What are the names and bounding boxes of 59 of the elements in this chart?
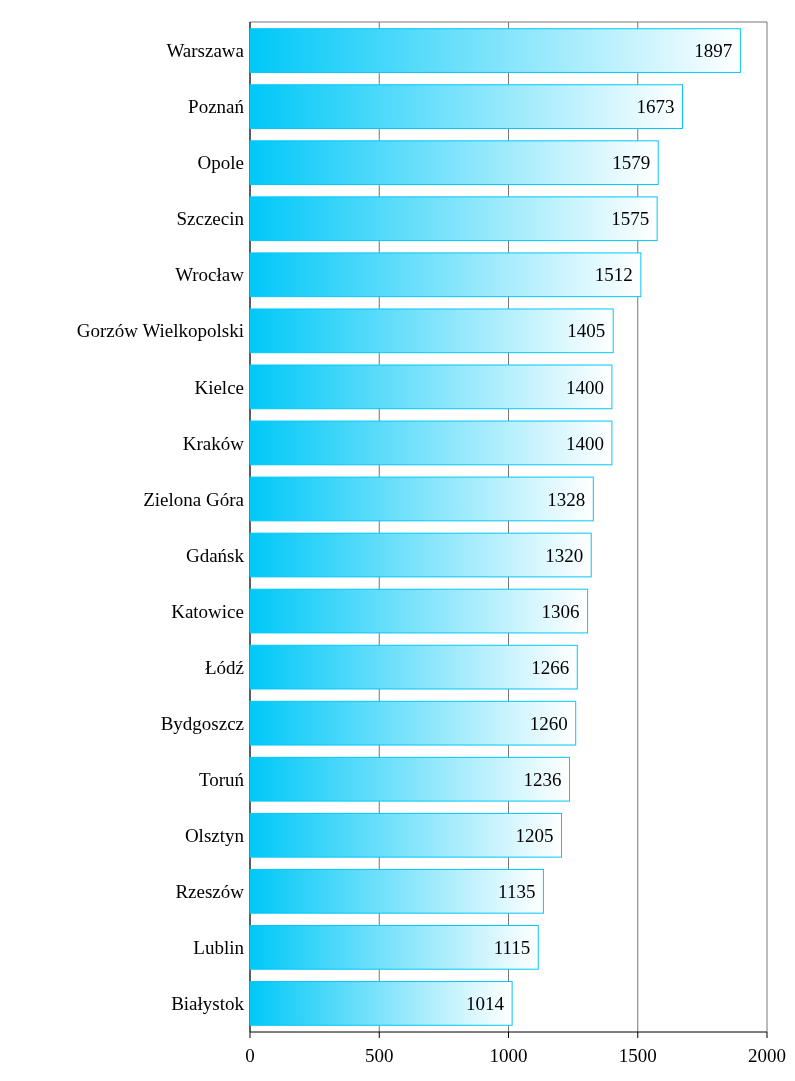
bar bbox=[249, 812, 562, 858]
bar bbox=[249, 196, 658, 242]
data-label: 1014 bbox=[466, 993, 505, 1015]
data-label: 1897 bbox=[694, 40, 733, 62]
bar bbox=[249, 476, 594, 522]
y-tick-label: Toruń bbox=[198, 768, 245, 790]
y-tick-label: Kraków bbox=[182, 432, 245, 454]
data-label: 1328 bbox=[547, 488, 586, 510]
bar bbox=[249, 981, 513, 1026]
bar bbox=[249, 644, 578, 690]
y-tick-label: Gorzów Wielkopolski bbox=[76, 320, 244, 342]
bar bbox=[249, 28, 741, 73]
bar bbox=[249, 700, 577, 746]
y-tick-label: Wrocław bbox=[175, 264, 245, 286]
bar bbox=[249, 420, 613, 466]
x-tick-label: 0 bbox=[245, 1045, 255, 1066]
x-tick-label: 1500 bbox=[618, 1045, 657, 1066]
x-tick-label: 1000 bbox=[489, 1045, 528, 1066]
y-tick-label: Zielona Góra bbox=[143, 488, 245, 510]
data-label: 1266 bbox=[531, 656, 570, 678]
y-tick-label: Katowice bbox=[171, 600, 244, 622]
data-label: 1306 bbox=[541, 600, 580, 622]
data-label: 1575 bbox=[611, 208, 650, 230]
y-tick-label: Rzeszów bbox=[175, 880, 245, 902]
data-label: 1400 bbox=[565, 432, 604, 454]
bar bbox=[249, 252, 642, 298]
bar bbox=[249, 588, 589, 634]
y-tick-label: Olsztyn bbox=[184, 824, 245, 846]
y-tick-label: Poznań bbox=[188, 96, 245, 118]
bar bbox=[249, 364, 613, 410]
data-label: 1135 bbox=[498, 880, 536, 902]
y-tick-label: Lublin bbox=[193, 937, 245, 959]
data-label: 1512 bbox=[594, 264, 633, 286]
y-tick-label: Opole bbox=[197, 152, 244, 174]
bar bbox=[249, 308, 614, 354]
bar bbox=[249, 756, 571, 802]
y-tick-label: Gdańsk bbox=[185, 544, 245, 566]
x-tick-label: 500 bbox=[365, 1045, 394, 1066]
bar bbox=[249, 925, 539, 970]
data-label: 1320 bbox=[545, 544, 584, 566]
y-tick-label: Warszawa bbox=[166, 40, 245, 62]
data-label: 1260 bbox=[529, 712, 568, 734]
bar bbox=[249, 532, 592, 578]
y-tick-label: Białystok bbox=[171, 993, 245, 1015]
data-label: 1115 bbox=[493, 937, 531, 959]
data-label: 1205 bbox=[515, 824, 554, 846]
y-tick-label: Bydgoszcz bbox=[160, 712, 244, 734]
bar bbox=[249, 868, 544, 914]
data-label: 1405 bbox=[567, 320, 606, 342]
data-label: 1579 bbox=[612, 152, 651, 174]
x-tick-label: 2000 bbox=[748, 1045, 786, 1066]
y-tick-label: Kielce bbox=[194, 376, 244, 398]
data-label: 1236 bbox=[523, 768, 562, 790]
y-tick-label: Łódź bbox=[204, 656, 244, 678]
data-label: 1400 bbox=[565, 376, 604, 398]
y-tick-label: Szczecin bbox=[176, 208, 245, 230]
bar bbox=[249, 84, 683, 129]
data-label: 1673 bbox=[636, 96, 675, 118]
bar bbox=[249, 140, 659, 186]
